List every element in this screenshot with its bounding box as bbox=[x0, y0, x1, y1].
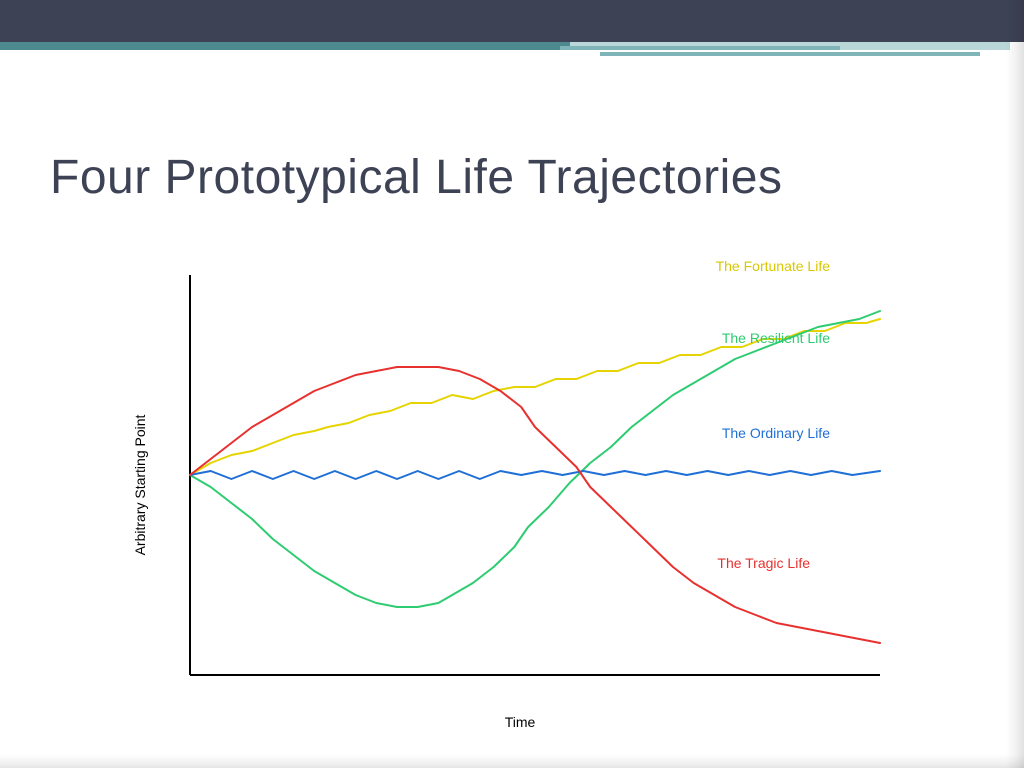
slide-accent-strip bbox=[0, 42, 1024, 58]
x-axis-label: Time bbox=[505, 714, 536, 730]
slide-top-bar bbox=[0, 0, 1024, 42]
series-line-tragic bbox=[190, 367, 880, 643]
y-axis-label: Arbitrary Starting Point bbox=[132, 415, 148, 556]
accent-seg bbox=[0, 42, 570, 50]
chart-canvas bbox=[150, 250, 890, 720]
series-label-fortunate: The Fortunate Life bbox=[716, 258, 830, 274]
series-line-ordinary bbox=[190, 471, 880, 479]
series-label-tragic: The Tragic Life bbox=[717, 555, 810, 571]
trajectories-chart: Arbitrary Starting Point Time The Fortun… bbox=[150, 250, 890, 720]
accent-seg bbox=[560, 46, 840, 50]
accent-seg bbox=[600, 52, 980, 56]
slide-shadow-right bbox=[1006, 0, 1024, 768]
slide-shadow-bottom bbox=[0, 754, 1024, 768]
slide-title: Four Prototypical Life Trajectories bbox=[50, 150, 974, 205]
series-label-resilient: The Resilient Life bbox=[722, 330, 830, 346]
series-label-ordinary: The Ordinary Life bbox=[722, 425, 830, 441]
